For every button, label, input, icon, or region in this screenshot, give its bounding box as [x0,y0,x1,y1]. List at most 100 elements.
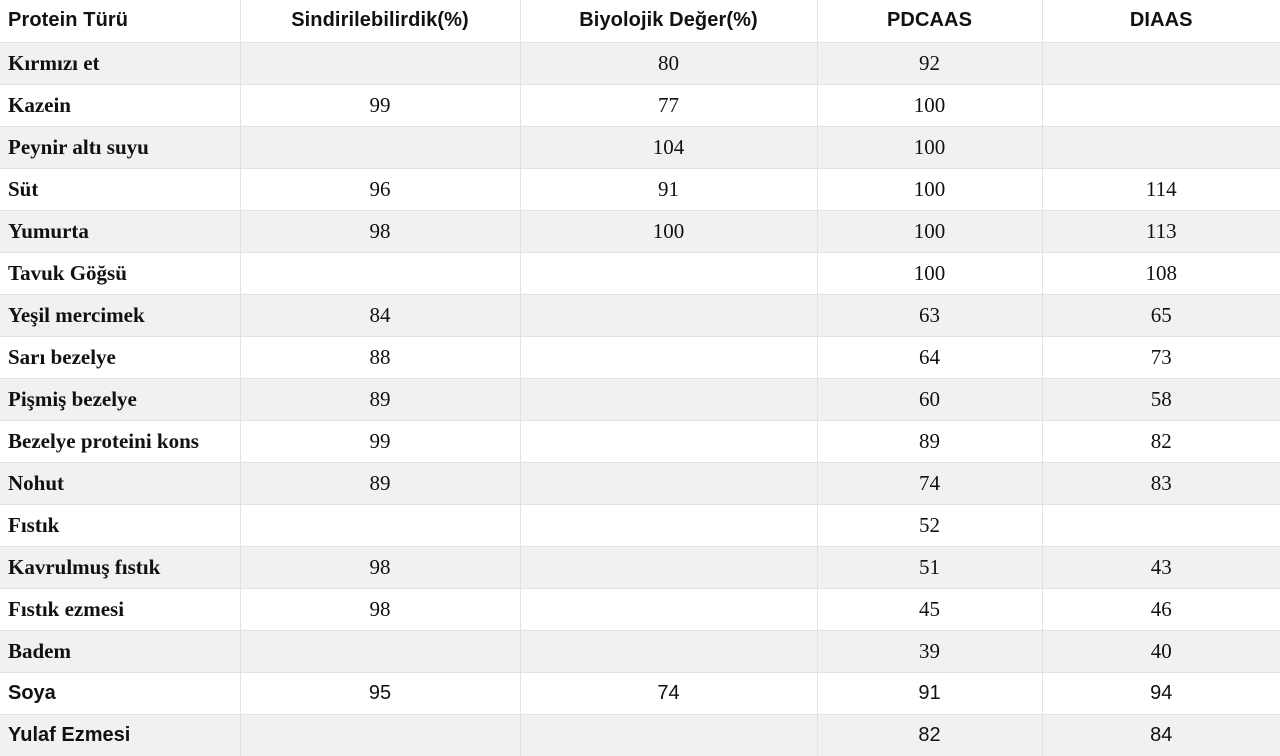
protein-name-cell: Fıstık [0,503,241,547]
value-cell: 43 [1041,545,1280,589]
protein-name-cell: Yeşil mercimek [0,293,241,337]
value-cell [239,503,521,547]
table-row: Bezelye proteini kons 99 89 82 [0,419,1280,463]
value-cell: 98 [239,545,521,589]
value-cell: 100 [816,209,1043,253]
table-row: Nohut 89 74 83 [0,461,1280,505]
value-cell [519,377,818,421]
value-cell: 114 [1041,167,1280,211]
value-cell: 52 [816,503,1043,547]
value-cell: 100 [816,167,1043,211]
value-cell: 51 [816,545,1043,589]
table-body: Kırmızı et 80 92 Kazein 99 77 100 Peynir altı s… [0,41,1280,756]
protein-name-cell: Soya [0,671,241,715]
value-cell [519,713,818,756]
protein-name-cell: Nohut [0,461,241,505]
table-row: Fıstık ezmesi 98 45 46 [0,587,1280,631]
value-cell: 96 [239,167,521,211]
value-cell [519,545,818,589]
table-row: Sarı bezelye 88 64 73 [0,335,1280,379]
column-header-pdcaas: PDCAAS [816,0,1043,43]
table-row: Fıstık 52 [0,503,1280,547]
value-cell: 92 [816,41,1043,85]
value-cell: 98 [239,209,521,253]
value-cell: 113 [1041,209,1280,253]
value-cell: 99 [239,419,521,463]
value-cell: 40 [1041,629,1280,673]
value-cell: 91 [519,167,818,211]
protein-name-cell: Kavrulmuş fıstık [0,545,241,589]
value-cell: 91 [816,671,1043,715]
value-cell: 58 [1041,377,1280,421]
value-cell: 89 [816,419,1043,463]
table-row: Süt 96 91 100 114 [0,167,1280,211]
value-cell [1041,41,1280,85]
table-row: Tavuk Göğsü 100 108 [0,251,1280,295]
protein-name-cell: Yumurta [0,209,241,253]
table-row: Kavrulmuş fıstık 98 51 43 [0,545,1280,589]
value-cell: 100 [816,251,1043,295]
value-cell: 88 [239,335,521,379]
value-cell: 100 [816,83,1043,127]
value-cell [239,251,521,295]
protein-name-cell: Kırmızı et [0,41,241,85]
value-cell: 73 [1041,335,1280,379]
table-row: Yumurta 98 100 100 113 [0,209,1280,253]
value-cell: 89 [239,461,521,505]
value-cell: 82 [1041,419,1280,463]
value-cell: 94 [1041,671,1280,715]
table-row: Yulaf Ezmesi 82 84 [0,713,1280,756]
value-cell [519,461,818,505]
value-cell: 83 [1041,461,1280,505]
value-cell [1041,83,1280,127]
column-header-sindirilebilirdik: Sindirilebilirdik(%) [239,0,521,43]
value-cell: 89 [239,377,521,421]
table-row: Yeşil mercimek 84 63 65 [0,293,1280,337]
protein-name-cell: Bezelye proteini kons [0,419,241,463]
table-row: Soya 95 74 91 94 [0,671,1280,715]
value-cell: 108 [1041,251,1280,295]
table-row: Kırmızı et 80 92 [0,41,1280,85]
value-cell: 84 [239,293,521,337]
value-cell: 74 [816,461,1043,505]
value-cell: 100 [816,125,1043,169]
protein-name-cell: Yulaf Ezmesi [0,713,241,756]
protein-name-cell: Tavuk Göğsü [0,251,241,295]
protein-name-cell: Fıstık ezmesi [0,587,241,631]
value-cell: 46 [1041,587,1280,631]
value-cell [519,419,818,463]
value-cell: 104 [519,125,818,169]
protein-name-cell: Peynir altı suyu [0,125,241,169]
protein-name-cell: Badem [0,629,241,673]
value-cell: 65 [1041,293,1280,337]
table-row: Badem 39 40 [0,629,1280,673]
value-cell [239,41,521,85]
value-cell [519,251,818,295]
protein-name-cell: Sarı bezelye [0,335,241,379]
table-row: Peynir altı suyu 104 100 [0,125,1280,169]
value-cell [1041,125,1280,169]
value-cell: 98 [239,587,521,631]
value-cell: 64 [816,335,1043,379]
value-cell [519,335,818,379]
protein-name-cell: Pişmiş bezelye [0,377,241,421]
value-cell: 77 [519,83,818,127]
value-cell [1041,503,1280,547]
value-cell: 84 [1041,713,1280,756]
column-header-biyolojik-deger: Biyolojik Değer(%) [519,0,818,43]
value-cell: 63 [816,293,1043,337]
value-cell [239,125,521,169]
value-cell [239,629,521,673]
value-cell: 99 [239,83,521,127]
value-cell [519,503,818,547]
table-row: Kazein 99 77 100 [0,83,1280,127]
value-cell [519,293,818,337]
value-cell [239,713,521,756]
value-cell: 95 [239,671,521,715]
value-cell [519,629,818,673]
value-cell: 80 [519,41,818,85]
value-cell: 82 [816,713,1043,756]
column-header-diaas: DIAAS [1041,0,1280,43]
value-cell: 45 [816,587,1043,631]
